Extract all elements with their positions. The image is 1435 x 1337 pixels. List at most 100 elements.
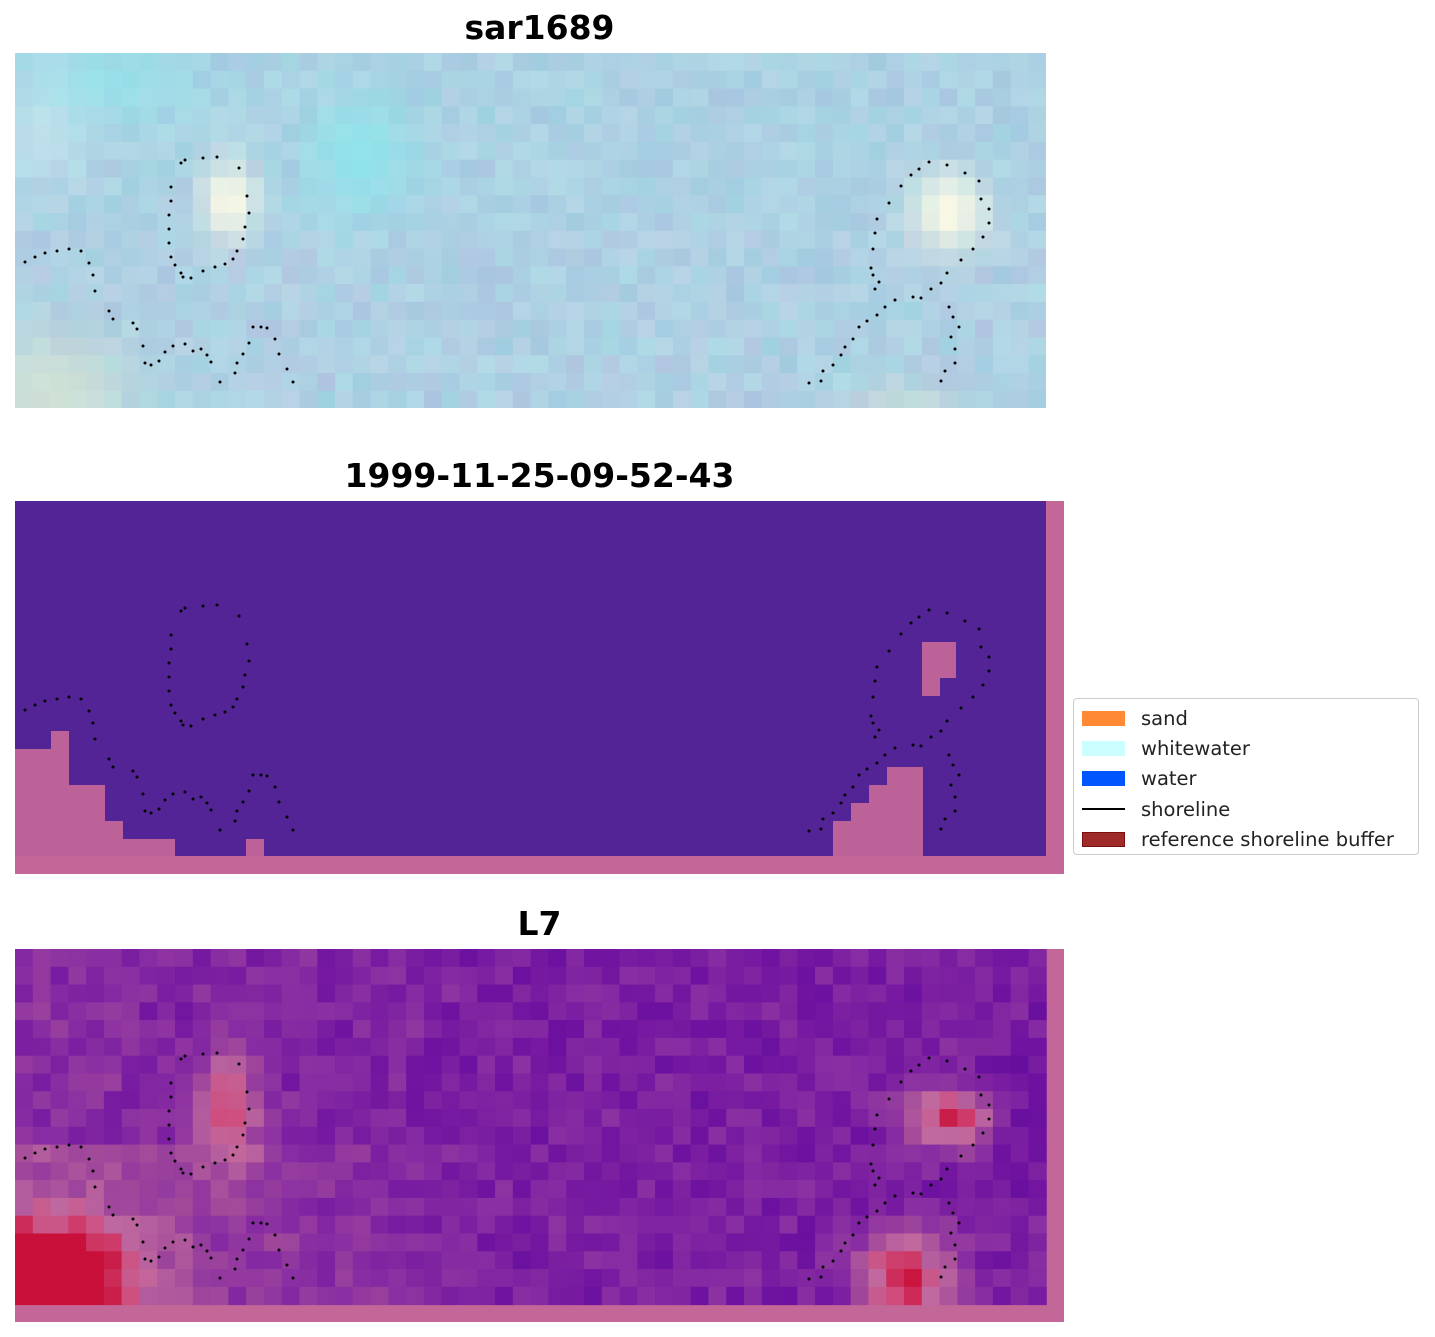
shoreline-dot — [205, 353, 209, 357]
index-pixel — [921, 1215, 941, 1234]
image-pixel — [921, 266, 941, 285]
legend-label-water: water — [1141, 767, 1197, 791]
image-pixel — [743, 390, 763, 408]
image-pixel — [797, 124, 816, 143]
image-pixel — [406, 355, 425, 374]
index-pixel — [530, 1251, 549, 1270]
image-pixel — [423, 266, 443, 285]
image-pixel — [406, 390, 425, 408]
index-pixel — [15, 1162, 34, 1181]
index-pixel — [583, 966, 603, 986]
index-pixel — [423, 1162, 443, 1181]
image-pixel — [441, 213, 461, 232]
image-pixel — [566, 230, 585, 250]
image-pixel — [281, 53, 300, 72]
image-pixel — [1028, 355, 1046, 374]
index-pixel — [317, 1109, 336, 1128]
index-pixel — [299, 1233, 318, 1252]
index-pixel — [50, 966, 69, 986]
index-pixel — [850, 1073, 869, 1092]
legend-item-whitewater: whitewater — [1080, 733, 1412, 763]
image-pixel — [619, 337, 638, 356]
index-pixel — [655, 1197, 674, 1217]
image-pixel — [103, 106, 123, 125]
index-pixel — [406, 1269, 425, 1288]
image-pixel — [121, 159, 140, 178]
index-pixel — [672, 1269, 692, 1288]
index-pixel — [210, 1037, 229, 1057]
index-pixel — [512, 1286, 532, 1306]
index-pixel — [103, 1126, 123, 1146]
index-pixel — [797, 1286, 816, 1306]
index-pixel — [548, 1144, 567, 1163]
shoreline-dot — [857, 773, 861, 777]
shoreline-dot — [963, 619, 967, 623]
index-pixel — [1028, 1126, 1047, 1146]
image-pixel — [459, 390, 478, 408]
image-pixel — [530, 337, 549, 356]
shoreline-dot — [893, 746, 897, 750]
image-pixel — [779, 159, 798, 178]
shoreline-dot — [979, 1093, 983, 1097]
image-pixel — [726, 213, 745, 232]
index-pixel — [637, 1109, 656, 1128]
shoreline-dot — [237, 166, 241, 170]
index-pixel — [815, 1180, 834, 1199]
shoreline-dot — [873, 735, 877, 739]
index-pixel — [530, 1144, 549, 1163]
image-pixel — [548, 337, 567, 356]
index-pixel — [15, 1180, 34, 1199]
shoreline-dot — [183, 158, 187, 162]
shoreline-dot — [893, 298, 897, 302]
index-pixel — [388, 1126, 407, 1146]
image-pixel — [299, 390, 318, 408]
image-pixel — [797, 141, 816, 161]
index-pixel — [904, 1251, 923, 1270]
index-pixel — [815, 1162, 834, 1181]
image-pixel — [957, 284, 976, 303]
index-pixel — [103, 1002, 123, 1021]
index-pixel — [121, 1109, 140, 1128]
image-pixel — [175, 213, 194, 232]
index-pixel — [655, 1037, 674, 1057]
shoreline-dot — [189, 1172, 193, 1176]
image-pixel — [1028, 177, 1046, 196]
image-pixel — [726, 53, 745, 72]
index-pixel — [690, 1091, 709, 1110]
image-pixel — [175, 70, 194, 90]
index-pixel — [566, 1037, 585, 1057]
shoreline-dot — [887, 201, 891, 205]
image-pixel — [157, 195, 176, 214]
image-pixel — [246, 355, 265, 374]
image-pixel — [726, 177, 745, 196]
index-pixel — [192, 1037, 212, 1057]
index-pixel — [868, 949, 887, 968]
index-pixel — [299, 1215, 318, 1234]
image-pixel — [406, 88, 425, 107]
image-pixel — [441, 319, 461, 338]
index-pixel — [655, 1002, 674, 1021]
index-pixel — [637, 1215, 656, 1234]
index-pixel — [601, 1233, 621, 1252]
index-pixel — [459, 1269, 478, 1288]
index-pixel — [779, 1269, 798, 1288]
shoreline-dot — [977, 179, 981, 183]
image-pixel — [601, 319, 621, 338]
image-pixel — [370, 53, 389, 72]
index-pixel — [495, 1144, 514, 1163]
index-pixel — [459, 1251, 478, 1270]
index-pixel — [548, 1020, 567, 1039]
index-pixel — [441, 1215, 461, 1234]
index-pixel — [370, 1233, 389, 1252]
image-pixel — [192, 301, 212, 321]
image-pixel — [690, 284, 709, 303]
image-pixel — [921, 373, 941, 392]
index-pixel — [726, 1233, 745, 1252]
shoreline-dot — [191, 349, 195, 353]
index-pixel — [921, 949, 941, 968]
shoreline-dot — [259, 1221, 263, 1225]
index-pixel — [246, 1180, 265, 1199]
image-pixel — [530, 248, 549, 267]
image-pixel — [939, 284, 958, 303]
image-pixel — [779, 337, 798, 356]
